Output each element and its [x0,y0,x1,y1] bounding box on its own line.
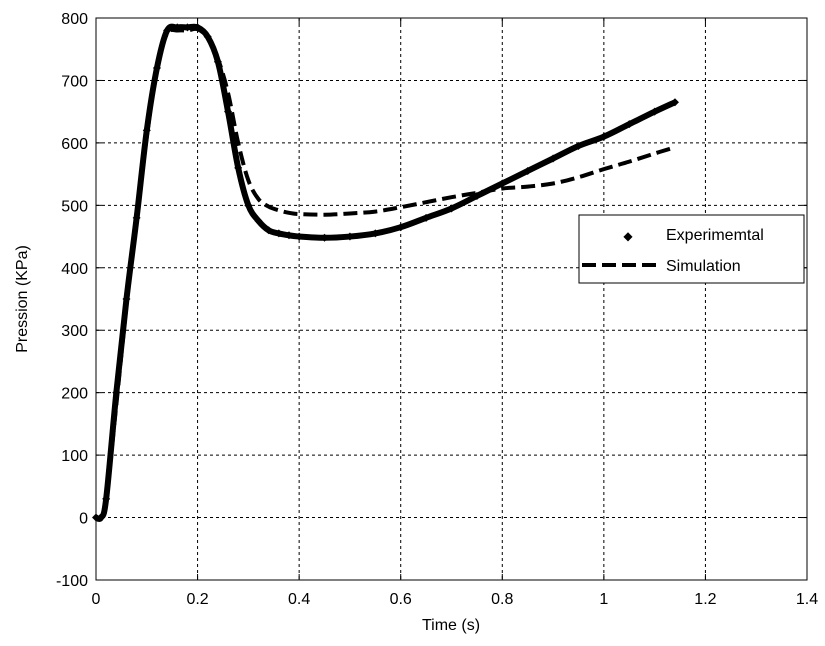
y-tick-label: 800 [61,11,88,28]
data-point-experimental [284,231,293,240]
data-point-experimental [345,232,354,241]
data-point-experimental [244,201,253,210]
data-point-experimental [274,229,283,238]
data-point-experimental [650,107,659,116]
data-point-experimental [254,216,263,225]
y-tick-label: 400 [61,261,88,278]
data-point-experimental [112,388,121,397]
axis-ticks: 0 0.2 0.4 0.6 0.8 1 1.2 1.4-1000100200300400500… [56,11,818,608]
data-point-experimental [173,23,182,32]
y-tick-label: 100 [61,448,88,465]
x-tick-label: 0.6 [390,591,412,608]
y-tick-label: 600 [61,136,88,153]
y-axis-label: Pression (KPa) [14,245,31,353]
data-point-experimental [670,98,679,107]
y-tick-label: 700 [61,73,88,90]
data-point-experimental [224,107,233,116]
x-tick-label: 0.8 [491,591,513,608]
plot-background [96,18,807,580]
x-tick-label: 1.2 [694,591,716,608]
y-tick-label: 500 [61,198,88,215]
data-point-experimental [234,163,243,172]
data-point-experimental [320,233,329,242]
x-tick-label: 0 [92,591,101,608]
data-point-experimental [193,23,202,32]
data-point-experimental [142,126,151,135]
y-tick-label: 0 [79,511,88,528]
data-point-experimental [163,26,172,35]
data-point-experimental [152,63,161,72]
data-point-experimental [371,229,380,238]
data-point-experimental [599,132,608,141]
data-point-experimental [422,213,431,222]
legend: ◆ Experimemtal Simulation [578,214,805,284]
x-tick-label: 0.2 [186,591,208,608]
x-axis-label: Time (s) [422,617,480,634]
y-tick-label: 200 [61,386,88,403]
data-point-experimental [183,23,192,32]
legend-box [578,214,805,284]
data-point-experimental [396,223,405,232]
data-point-experimental [102,494,111,503]
y-tick-label: -100 [56,573,88,590]
data-point-experimental [472,191,481,200]
data-point-experimental [295,232,304,241]
y-tick-label: 300 [61,323,88,340]
data-point-experimental [523,166,532,175]
series-line-simulation [95,26,676,521]
data-point-experimental [625,120,634,129]
data-point-experimental [447,204,456,213]
x-tick-label: 1 [599,591,608,608]
data-point-experimental [264,226,273,235]
data-point-experimental [213,57,222,66]
data-point-experimental [549,154,558,163]
data-point-experimental [203,32,212,41]
data-point-experimental [498,179,507,188]
legend-label-simulation: Simulation [666,258,741,275]
x-tick-label: 1.4 [796,591,818,608]
legend-label-experimental: Experimemtal [666,227,764,244]
data-point-experimental [132,213,141,222]
legend-marker-experimental: ◆ [623,229,633,243]
x-tick-label: 0.4 [288,591,310,608]
series-layer [92,23,679,522]
plot-frame [95,17,808,581]
data-point-experimental [122,295,131,303]
data-point-experimental [574,142,583,151]
